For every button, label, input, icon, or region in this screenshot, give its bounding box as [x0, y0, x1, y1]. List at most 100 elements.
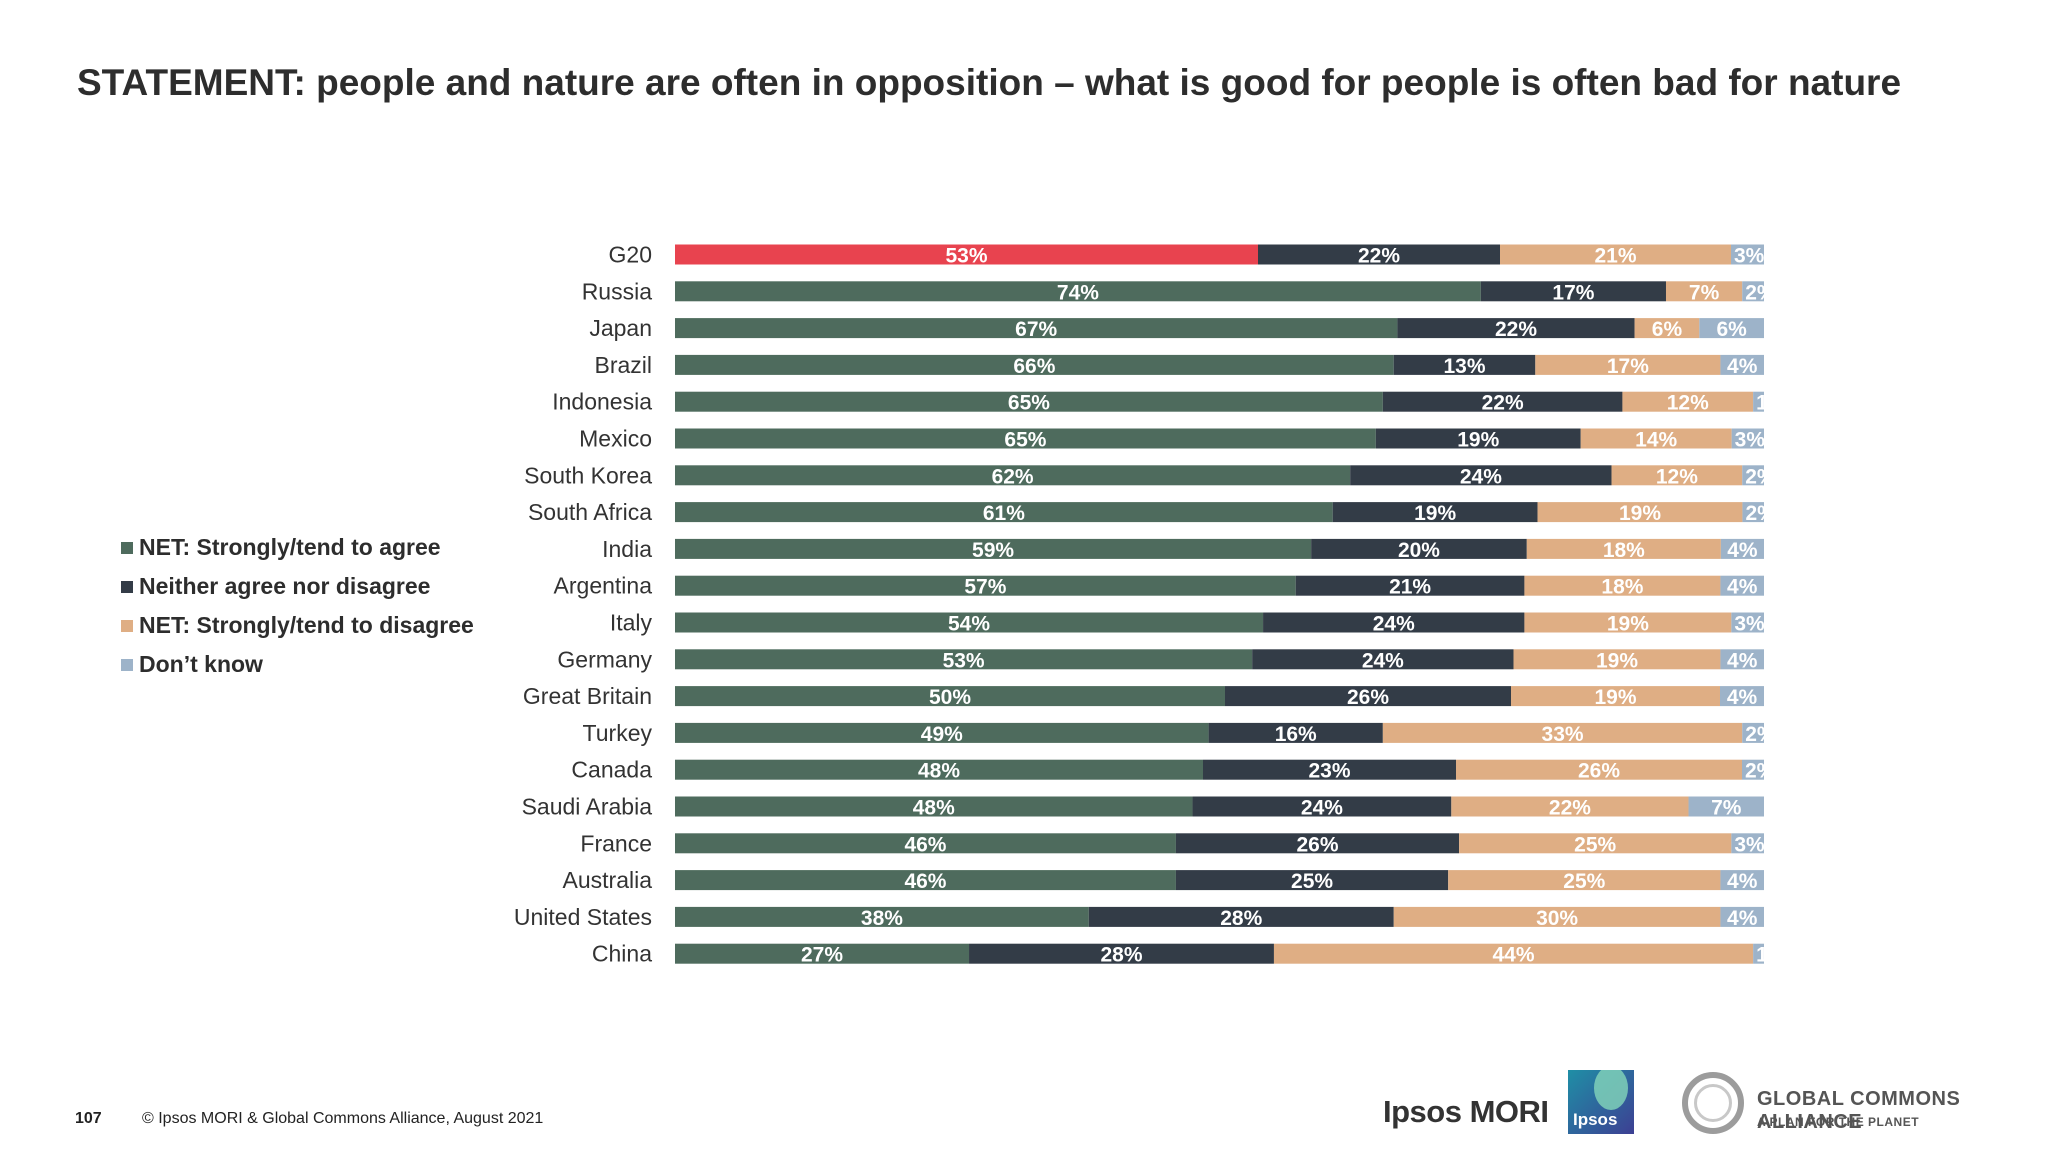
ipsos-logo-icon: Ipsos: [1568, 1070, 1634, 1134]
data-label: 61%: [983, 502, 1025, 525]
bar-segment: [1088, 906, 1394, 927]
data-label: 6%: [1652, 318, 1683, 341]
bar-segment: [1311, 538, 1527, 559]
category-label: Saudi Arabia: [522, 794, 653, 820]
data-label: 22%: [1549, 797, 1591, 820]
bar-segment: [1252, 649, 1514, 670]
data-label: 26%: [1578, 760, 1620, 783]
bar-segment: [1192, 796, 1452, 817]
data-label: 4%: [1727, 649, 1758, 672]
bar-segment: [1622, 391, 1754, 412]
bar-segment: [1225, 686, 1511, 707]
category-label: Japan: [589, 315, 652, 341]
data-label: 46%: [904, 870, 946, 893]
data-label: 59%: [972, 539, 1014, 562]
data-label: 23%: [1308, 760, 1350, 783]
bar-segment: [1459, 833, 1732, 854]
bar-segment: [969, 943, 1274, 964]
category-label: China: [592, 941, 652, 967]
bar-segment: [675, 612, 1264, 633]
data-label: 1%: [1756, 392, 1787, 415]
bar-segment: [1731, 833, 1764, 854]
data-label: 24%: [1362, 649, 1404, 672]
bar-segment: [1611, 465, 1743, 486]
bar-segment: [1688, 796, 1764, 817]
data-label: 12%: [1667, 392, 1709, 415]
data-label: 2%: [1745, 465, 1776, 488]
data-label: 24%: [1301, 797, 1343, 820]
legend-item: NET: Strongly/tend to agree: [121, 528, 474, 567]
data-label: 24%: [1460, 465, 1502, 488]
category-label: South Africa: [528, 499, 652, 525]
data-label: 18%: [1603, 539, 1645, 562]
data-label: 17%: [1607, 355, 1649, 378]
data-label: 33%: [1542, 723, 1584, 746]
bar-segment: [1511, 686, 1720, 707]
data-label: 18%: [1601, 576, 1643, 599]
bar-segment: [675, 796, 1193, 817]
category-label: Canada: [571, 757, 652, 783]
bar-segment: [1720, 354, 1764, 375]
bar-segment: [675, 686, 1225, 707]
data-label: 30%: [1536, 907, 1578, 930]
data-label: 2%: [1745, 281, 1776, 304]
bar-segment: [1524, 612, 1732, 633]
legend-label: NET: Strongly/tend to agree: [139, 534, 441, 560]
bar-segment: [1263, 612, 1525, 633]
data-label: 2%: [1745, 502, 1776, 525]
bar-segment: [1742, 502, 1764, 523]
bar-segment: [1382, 391, 1623, 412]
bar-segment: [675, 428, 1376, 449]
data-label: 19%: [1414, 502, 1456, 525]
data-label: 4%: [1727, 539, 1758, 562]
chart-legend: NET: Strongly/tend to agree Neither agree…: [121, 528, 474, 684]
bar-segment: [1375, 428, 1581, 449]
bar-segment: [1634, 318, 1700, 339]
data-label: 3%: [1734, 833, 1765, 856]
data-label: 57%: [964, 576, 1006, 599]
legend-item: Neither agree nor disagree: [121, 567, 474, 606]
bar-segment: [1720, 686, 1764, 707]
data-label: 53%: [943, 649, 985, 672]
data-label: 25%: [1574, 833, 1616, 856]
bar-segment: [1208, 722, 1383, 743]
data-label: 19%: [1594, 686, 1636, 709]
category-label: Australia: [563, 867, 653, 893]
bar-segment: [1699, 318, 1764, 339]
bar-segment: [1731, 428, 1764, 449]
bar-segment: [1731, 612, 1764, 633]
data-label: 65%: [1008, 392, 1050, 415]
data-label: 65%: [1004, 429, 1046, 452]
data-label: 4%: [1727, 907, 1758, 930]
bar-segment: [1175, 870, 1449, 891]
data-label: 26%: [1296, 833, 1338, 856]
legend-swatch: [121, 658, 133, 671]
data-label: 21%: [1594, 245, 1636, 268]
data-label: 12%: [1656, 465, 1698, 488]
data-label: 3%: [1735, 429, 1766, 452]
data-label: 14%: [1635, 429, 1677, 452]
data-label: 48%: [913, 797, 955, 820]
bar-segment: [675, 465, 1351, 486]
data-label: 27%: [801, 944, 843, 967]
bar-segment: [1731, 244, 1764, 265]
bar-segment: [1524, 575, 1721, 596]
data-label: 13%: [1444, 355, 1486, 378]
bar-segment: [1720, 906, 1764, 927]
data-label: 26%: [1347, 686, 1389, 709]
data-label: 54%: [948, 613, 990, 636]
category-label: Argentina: [554, 573, 653, 599]
data-label: 50%: [929, 686, 971, 709]
data-label: 19%: [1607, 613, 1649, 636]
data-label: 19%: [1619, 502, 1661, 525]
bar-segment: [675, 943, 970, 964]
data-label: 7%: [1689, 281, 1720, 304]
legend-swatch: [121, 580, 133, 593]
bar-segment: [675, 722, 1209, 743]
bar-segment: [1203, 759, 1456, 780]
bar-segment: [1720, 538, 1764, 559]
ipsos-swoosh-icon: [1594, 1070, 1628, 1110]
bar-segment: [675, 649, 1253, 670]
bar-segment: [1175, 833, 1460, 854]
bar-segment: [675, 870, 1176, 891]
